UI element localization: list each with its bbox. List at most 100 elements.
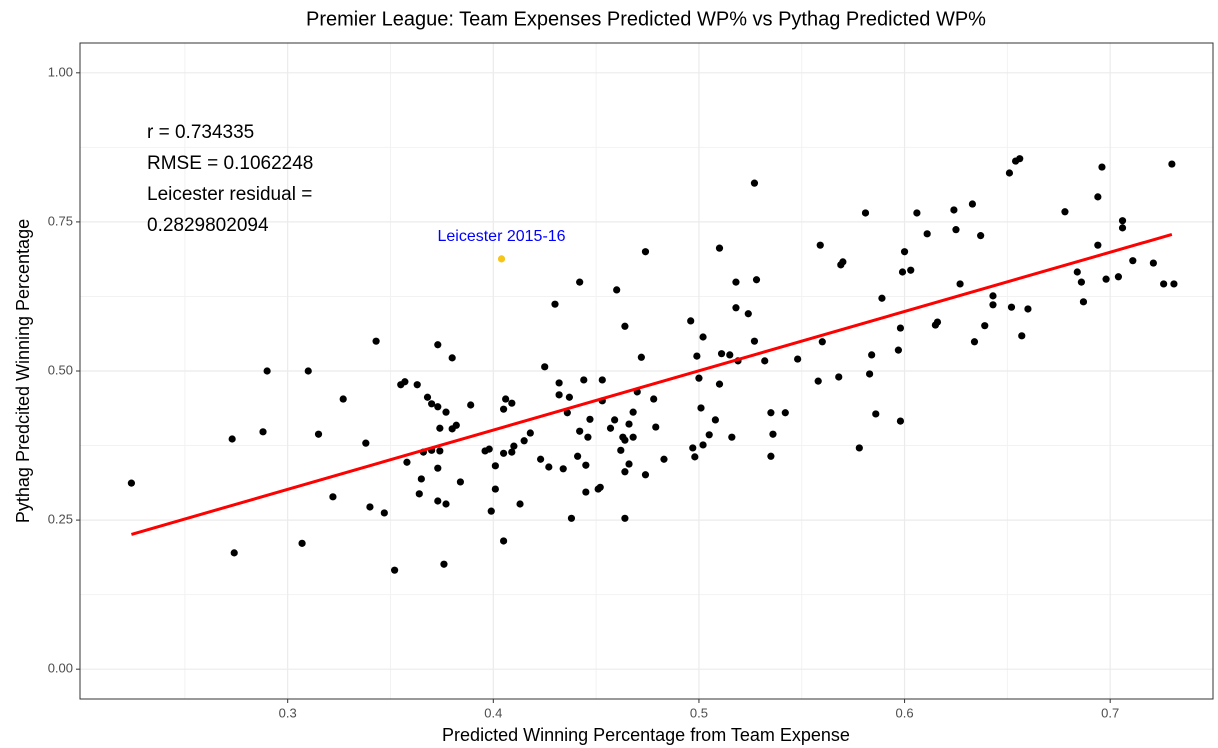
point: [744, 310, 752, 318]
point: [872, 410, 880, 418]
point: [567, 514, 576, 522]
point: [314, 430, 323, 438]
point: [584, 433, 592, 441]
annotation: RMSE = 0.1062248: [147, 153, 313, 174]
x-axis-label: Predicted Winning Percentage from Team E…: [442, 725, 850, 745]
point: [415, 490, 423, 498]
point: [372, 337, 380, 345]
point: [456, 478, 465, 486]
point: [541, 363, 549, 371]
point: [717, 350, 726, 358]
point: [650, 395, 658, 403]
point: [526, 429, 534, 437]
point: [933, 318, 942, 326]
point: [403, 458, 411, 466]
point: [952, 226, 960, 234]
point: [767, 452, 775, 460]
x-tick-label: 0.7: [1101, 705, 1119, 720]
point: [1073, 268, 1081, 276]
point: [1077, 278, 1085, 286]
point: [652, 423, 660, 431]
point: [380, 509, 388, 517]
point: [750, 179, 759, 187]
point: [1114, 273, 1123, 281]
point: [329, 493, 337, 501]
point: [621, 322, 629, 330]
point: [1170, 280, 1178, 288]
point: [436, 424, 444, 432]
point: [434, 341, 442, 349]
point: [127, 479, 136, 487]
point: [781, 409, 789, 417]
point: [413, 381, 421, 389]
point: [621, 514, 629, 522]
point: [907, 266, 915, 274]
point: [580, 376, 588, 384]
y-axis-label: Pythag Predcited Winning Percentage: [13, 219, 33, 523]
point: [956, 280, 964, 288]
point: [436, 447, 444, 455]
point: [508, 399, 516, 407]
point: [230, 549, 238, 557]
point: [497, 255, 506, 263]
point: [1094, 193, 1102, 201]
panel-border: [79, 42, 1214, 700]
point: [434, 464, 442, 472]
annotation: Leicester residual =: [147, 184, 312, 205]
point: [611, 416, 619, 424]
point: [516, 500, 524, 508]
y-tick-label: 0.75: [48, 213, 73, 228]
point: [715, 244, 724, 252]
point: [660, 455, 668, 463]
point: [861, 209, 870, 217]
point: [750, 337, 759, 345]
point: [448, 354, 456, 362]
point: [968, 200, 977, 208]
point: [304, 367, 312, 375]
point: [767, 409, 775, 417]
point: [1005, 169, 1014, 177]
point: [699, 333, 707, 341]
point: [923, 230, 931, 238]
point: [711, 416, 719, 424]
point: [362, 439, 370, 447]
point: [576, 278, 584, 286]
annotation: 0.2829802094: [147, 215, 269, 236]
point: [391, 566, 399, 574]
point: [487, 507, 495, 515]
point: [950, 206, 958, 214]
point: [977, 232, 985, 240]
point: [621, 436, 629, 444]
point: [606, 424, 615, 432]
point: [502, 395, 510, 403]
point: [491, 462, 499, 470]
y-tick-label: 0.50: [48, 362, 73, 377]
x-tick-label: 0.3: [279, 705, 297, 720]
annotation: r = 0.734335: [147, 122, 254, 143]
point: [697, 404, 705, 412]
point: [1018, 332, 1026, 340]
point: [576, 427, 584, 435]
point: [641, 248, 650, 256]
point: [900, 248, 909, 256]
point: [896, 417, 905, 425]
point: [641, 471, 650, 479]
point: [582, 461, 590, 469]
point: [228, 435, 236, 443]
point: [794, 355, 802, 363]
point: [551, 300, 559, 308]
point: [732, 278, 740, 286]
point: [565, 393, 573, 401]
point: [537, 455, 545, 463]
point: [467, 401, 475, 409]
point: [582, 488, 590, 496]
point: [339, 395, 347, 403]
point: [263, 367, 271, 375]
x-tick-label: 0.6: [896, 705, 914, 720]
point: [839, 258, 847, 266]
point: [401, 378, 409, 386]
point: [691, 453, 699, 461]
point: [1160, 280, 1168, 288]
